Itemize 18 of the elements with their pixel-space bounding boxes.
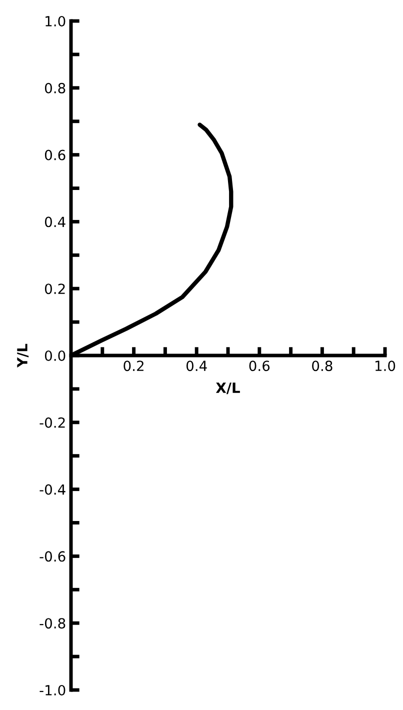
x-axis-title: X/L [216,382,240,394]
x-tick-label: 0.2 [124,360,144,372]
y-tick-label: -0.4 [40,484,66,495]
y-tick-label: -0.6 [40,551,66,562]
y-tick-label: 0.2 [44,284,65,294]
y-tick-label: 1.0 [46,16,66,26]
x-tick-label: 0.8 [312,360,332,372]
y-tick-label: -0.2 [40,417,65,428]
x-tick-label: 0.4 [186,360,207,372]
y-tick-label: 0.8 [44,82,66,94]
y-tick-label: 0.4 [44,216,66,228]
x-tick-label: 1.0 [375,360,396,372]
x-tick-label: 0.6 [249,360,270,372]
y-tick-label: -0.8 [40,618,66,629]
y-axis-title: Y/L [17,344,29,368]
y-tick-label: 0.6 [44,150,66,160]
y-tick-label: 0.0 [44,350,66,361]
y-tick-label: -1.0 [40,684,66,696]
